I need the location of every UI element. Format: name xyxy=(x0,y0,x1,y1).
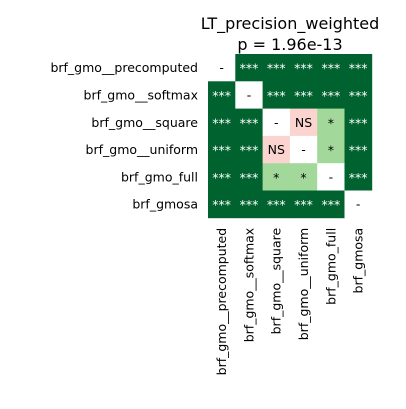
heatmap-cell xyxy=(344,190,373,219)
heatmap-cell xyxy=(344,108,373,137)
heatmap-cell xyxy=(317,108,345,137)
column-tick-label: brf_gmo_full xyxy=(323,228,338,305)
heatmap-cell xyxy=(208,81,236,109)
heatmap-cells: - *** *** *** *** ****** - *** *** *** ****** *** - N… xyxy=(208,54,373,219)
column-tick-label: brf_gmo__square xyxy=(269,228,284,335)
heatmap-cell-label: *** xyxy=(294,197,313,212)
heatmap-cell-label: - xyxy=(247,87,252,102)
heatmap-cell-label: - xyxy=(356,197,361,212)
heatmap-cell xyxy=(289,190,318,219)
heatmap-cell-label: *** xyxy=(240,115,259,130)
heatmap-cell xyxy=(317,135,345,164)
heatmap-cell xyxy=(344,54,373,82)
heatmap-cell-label: NS xyxy=(268,142,285,157)
heatmap-cell-label: *** xyxy=(212,88,231,103)
row-tick-label: brf_gmo__uniform xyxy=(86,142,198,157)
column-tick-label: brf_gmo__uniform xyxy=(296,228,311,340)
heatmap-cell xyxy=(289,81,318,109)
heatmap-cell xyxy=(289,135,318,164)
heatmap-cell-label: - xyxy=(301,142,306,157)
heatmap-cell-label: *** xyxy=(240,197,259,212)
chart-subtitle: p = 1.96e-13 xyxy=(237,35,342,54)
heatmap-cell-label: * xyxy=(328,115,334,130)
heatmap-cell-label: *** xyxy=(212,170,231,185)
heatmap-cell-label: *** xyxy=(321,61,340,76)
heatmap-cell xyxy=(317,190,345,219)
chart-title: LT_precision_weighted xyxy=(201,14,380,34)
heatmap-cell-label: *** xyxy=(349,115,368,130)
column-tick-label: brf_gmo__precomputed xyxy=(214,228,229,376)
heatmap-cell xyxy=(289,54,318,82)
heatmap-cell xyxy=(289,108,318,137)
heatmap-cell xyxy=(344,81,373,109)
heatmap-cell xyxy=(235,81,263,109)
row-tick-label: brf_gmosa xyxy=(132,197,198,212)
heatmap-cell-label: *** xyxy=(321,197,340,212)
heatmap-cell xyxy=(208,54,236,82)
row-tick-label: brf_gmo__softmax xyxy=(84,87,198,102)
heatmap-cell xyxy=(344,135,373,164)
heatmap-cell xyxy=(317,54,345,82)
heatmap-cell-label: * xyxy=(300,170,306,185)
heatmap-cell xyxy=(262,108,291,137)
heatmap-cell-label: - xyxy=(329,169,334,184)
column-tick-label: brf_gmosa xyxy=(351,228,366,294)
column-tick-labels: brf_gmo__precomputed brf_gmo__softmax brf_… xyxy=(214,228,366,376)
row-tick-label: brf_gmo__precomputed xyxy=(50,60,198,75)
heatmap-cell-label: *** xyxy=(349,143,368,158)
row-tick-label: brf_gmo__square xyxy=(91,115,198,130)
row-tick-label: brf_gmo_full xyxy=(121,169,198,184)
heatmap-cell xyxy=(262,135,291,164)
heatmap-cell xyxy=(235,54,263,82)
heatmap-cell-label: *** xyxy=(240,170,259,185)
heatmap-cell-label: *** xyxy=(349,88,368,103)
heatmap-cell-label: *** xyxy=(212,197,231,212)
heatmap-cell-label: *** xyxy=(267,88,286,103)
heatmap-cell xyxy=(208,163,236,191)
heatmap-cell-label: *** xyxy=(349,61,368,76)
heatmap-cell xyxy=(344,163,373,191)
heatmap-cell-label: *** xyxy=(212,115,231,130)
heatmap-cell-label: - xyxy=(219,60,224,75)
heatmap-cell-label: *** xyxy=(294,88,313,103)
row-tick-labels: brf_gmo__precomputed brf_gmo__softmax brf_… xyxy=(50,60,198,212)
heatmap-cell xyxy=(262,190,291,219)
heatmap-cell-label: NS xyxy=(295,115,312,130)
heatmap-cell-label: *** xyxy=(267,197,286,212)
heatmap-cell-label: *** xyxy=(212,143,231,158)
heatmap-cell-label: - xyxy=(274,115,279,130)
heatmap-cell xyxy=(262,163,291,191)
heatmap-cell xyxy=(208,108,236,137)
heatmap-cell xyxy=(208,135,236,164)
heatmap-cell xyxy=(262,81,291,109)
heatmap-cell xyxy=(262,54,291,82)
heatmap-cell xyxy=(289,163,318,191)
heatmap-cell-label: *** xyxy=(267,61,286,76)
heatmap-cell-label: *** xyxy=(349,170,368,185)
heatmap-cell xyxy=(235,163,263,191)
heatmap-cell xyxy=(317,81,345,109)
heatmap-cell-label: *** xyxy=(294,61,313,76)
heatmap-cell-label: *** xyxy=(321,88,340,103)
heatmap-cell xyxy=(235,108,263,137)
column-tick-label: brf_gmo__softmax xyxy=(241,228,256,342)
heatmap-cell-label: * xyxy=(328,143,334,158)
heatmap-cell-label: *** xyxy=(240,61,259,76)
heatmap-cell xyxy=(208,190,236,219)
heatmap-cell xyxy=(235,190,263,219)
heatmap-cell-label: * xyxy=(273,170,279,185)
heatmap-cell-label: *** xyxy=(240,143,259,158)
heatmap-cell xyxy=(235,135,263,164)
heatmap-cell xyxy=(317,163,345,191)
